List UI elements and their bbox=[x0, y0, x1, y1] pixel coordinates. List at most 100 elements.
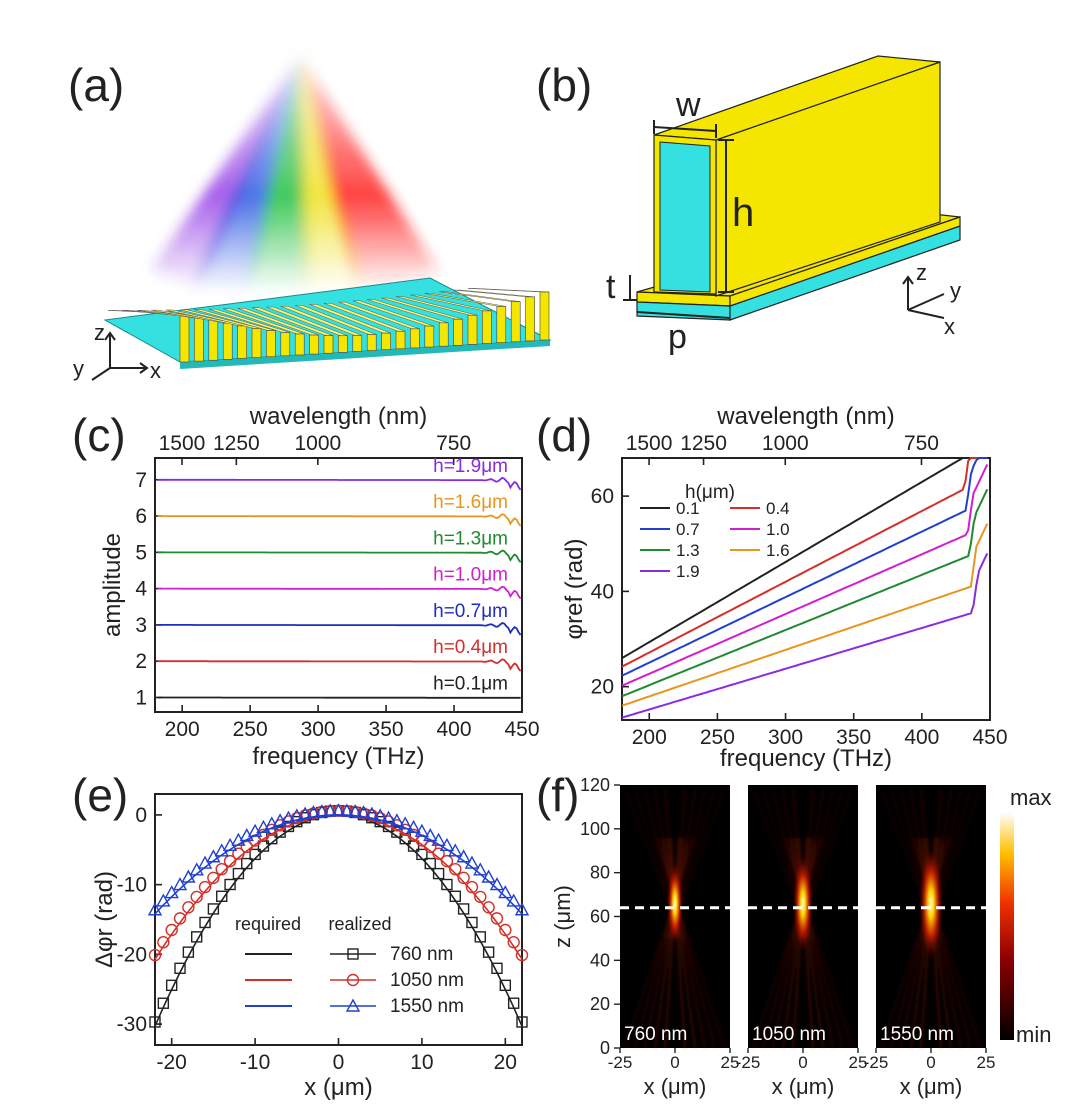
x-tick-label: 450 bbox=[972, 726, 1007, 749]
colorbar bbox=[1000, 812, 1014, 1040]
x-tick-label: 0 bbox=[670, 1053, 679, 1072]
series-label: h=0.7μm bbox=[433, 601, 508, 622]
y-tick-label: 60 bbox=[590, 907, 610, 927]
ridge bbox=[510, 301, 521, 343]
ridge bbox=[453, 318, 463, 346]
ridge bbox=[266, 330, 276, 358]
field-map: 1550 nm -25 0 25 x (μm) bbox=[864, 785, 996, 1099]
marker-square bbox=[407, 840, 420, 852]
marker-square bbox=[482, 946, 495, 958]
marker-circle bbox=[474, 890, 487, 904]
marker-square bbox=[416, 848, 428, 861]
ridge bbox=[179, 313, 190, 363]
x-tick-label: -25 bbox=[608, 1053, 633, 1072]
series-label: h=1.9μm bbox=[433, 456, 508, 477]
series-label: h=0.1μm bbox=[433, 673, 508, 694]
x-axis-title: x (μm) bbox=[304, 1074, 372, 1101]
marker-triangle bbox=[373, 808, 388, 822]
marker-triangle bbox=[489, 877, 505, 891]
marker-triangle bbox=[473, 862, 488, 876]
x-tick-label: 0 bbox=[926, 1053, 935, 1072]
x-axis-title: frequency (THz) bbox=[720, 745, 892, 772]
y-tick-label: 20 bbox=[591, 676, 614, 699]
series-line bbox=[621, 488, 989, 698]
x2-tick-label: 1500 bbox=[159, 432, 206, 455]
focal-spot bbox=[667, 863, 683, 944]
marker-square bbox=[432, 867, 445, 880]
x2-tick-label: 1000 bbox=[762, 432, 809, 455]
legend-header-required: required bbox=[235, 914, 301, 934]
marker-circle bbox=[232, 847, 245, 860]
y-tick-label: 7 bbox=[135, 469, 147, 492]
ridge bbox=[424, 325, 435, 348]
y-axis-title: amplitude bbox=[99, 533, 126, 637]
marker-square bbox=[424, 857, 436, 870]
marker-square bbox=[516, 1016, 528, 1028]
marker-circle bbox=[515, 948, 529, 962]
marker-triangle bbox=[348, 804, 363, 818]
x-tick-label: 10 bbox=[410, 1051, 433, 1074]
marker-circle bbox=[223, 854, 237, 868]
marker-triangle bbox=[314, 804, 329, 818]
legend-label: 0.7 bbox=[676, 520, 700, 539]
x-tick-label: 250 bbox=[233, 718, 268, 741]
legend-header-realized: realized bbox=[328, 914, 391, 934]
x2-tick-label: 750 bbox=[436, 432, 471, 455]
series-line bbox=[157, 476, 522, 491]
marker-square bbox=[457, 903, 470, 915]
marker-triangle bbox=[431, 832, 446, 846]
x-tick-label: 25 bbox=[977, 1053, 996, 1072]
series-line bbox=[621, 457, 988, 677]
series-line bbox=[157, 513, 522, 527]
marker-circle bbox=[240, 840, 253, 854]
y-tick-label: 40 bbox=[590, 950, 610, 970]
x-tick-label: 300 bbox=[768, 726, 803, 749]
ridge bbox=[525, 296, 535, 342]
marker-circle bbox=[165, 923, 178, 937]
ridge bbox=[294, 333, 305, 356]
series-line bbox=[621, 523, 989, 707]
axes-triad-b bbox=[902, 275, 945, 319]
x-tick-label: 25 bbox=[849, 1053, 868, 1072]
axis-z-label-b: z bbox=[916, 260, 927, 285]
x-tick-label: -25 bbox=[864, 1053, 889, 1072]
marker-circle bbox=[190, 890, 203, 904]
marker-triangle bbox=[331, 803, 346, 817]
series-label: h=0.4μm bbox=[433, 637, 508, 658]
ridge bbox=[338, 335, 348, 353]
y-tick-label: 100 bbox=[580, 819, 610, 839]
legend-label: 0.4 bbox=[766, 499, 790, 518]
ridge bbox=[352, 335, 363, 352]
x-tick-label: 300 bbox=[301, 718, 336, 741]
ridge bbox=[237, 325, 247, 359]
ridge bbox=[410, 328, 420, 349]
dim-p-label: p bbox=[668, 318, 687, 356]
focal-spot bbox=[919, 847, 943, 960]
marker-circle bbox=[499, 923, 512, 937]
marker-triangle bbox=[297, 806, 313, 820]
panel-c-amplitude-chart: 200 250 300 350 400 450 1 2 3 4 5 6 7 1500 1250 1000 750… bbox=[99, 403, 540, 770]
marker-circle bbox=[440, 854, 454, 868]
map-wavelength-label: 1050 nm bbox=[752, 1024, 826, 1045]
dim-t-label: t bbox=[606, 268, 616, 306]
map-wavelength-label: 760 nm bbox=[624, 1024, 687, 1045]
marker-circle bbox=[432, 847, 445, 860]
panel-f-field-maps: 760 nm-25 0 25x (μm)1050 nm-25 0 25x (μm)155… bbox=[550, 775, 1052, 1099]
ridge bbox=[309, 334, 319, 355]
ridge bbox=[366, 334, 377, 351]
axis-x-label-b: x bbox=[944, 314, 955, 339]
panel-a-schematic: z y x bbox=[73, 55, 552, 383]
y-tick-label: -20 bbox=[117, 943, 147, 966]
marker-triangle bbox=[281, 810, 296, 824]
ridge bbox=[496, 306, 507, 343]
panel-label-b: (b) bbox=[536, 59, 593, 111]
plot-frame bbox=[621, 457, 991, 721]
marker-square bbox=[474, 931, 486, 943]
x-tick-label: 0 bbox=[333, 1051, 345, 1074]
y-tick-label: 0 bbox=[135, 804, 147, 827]
y-axis-title: Δφr (rad) bbox=[91, 871, 118, 968]
axis-y-label-b: y bbox=[950, 278, 961, 303]
marker-circle bbox=[173, 912, 187, 925]
marker-circle bbox=[482, 901, 495, 914]
